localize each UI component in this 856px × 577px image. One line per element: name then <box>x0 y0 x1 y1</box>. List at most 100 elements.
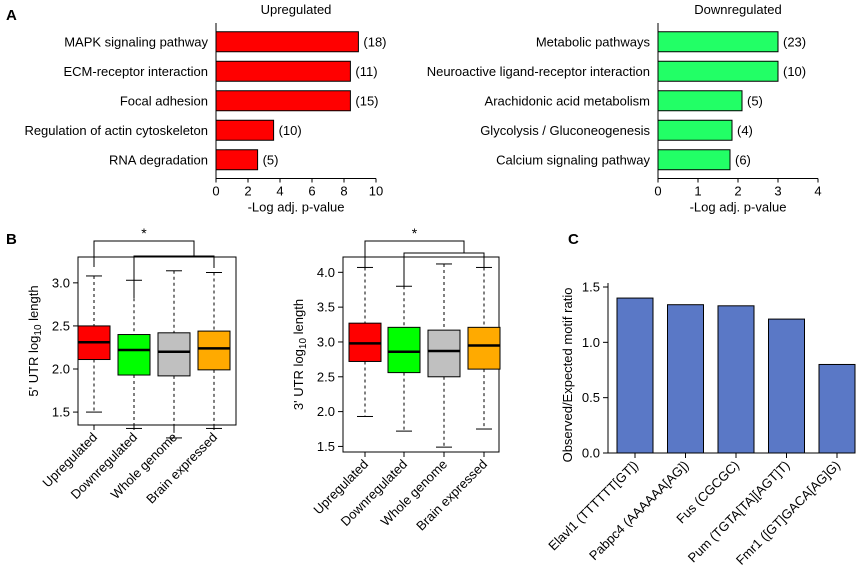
significance-bracket-top <box>364 240 465 267</box>
bar <box>657 90 743 112</box>
significance-marker: * <box>141 225 147 241</box>
y-tick-label: 0.5 <box>582 390 600 405</box>
count-label: (4) <box>737 123 753 138</box>
y-tick-label: 3.0 <box>52 275 70 290</box>
bar <box>215 60 351 82</box>
y-axis-label-suffix: length <box>26 285 41 324</box>
category-label: RNA degradation <box>109 152 208 167</box>
significance-bracket-bottom <box>403 252 485 286</box>
count-label: (6) <box>735 152 751 167</box>
box <box>157 332 191 377</box>
x-tick-label: 2 <box>734 184 741 199</box>
y-axis-label: 5' UTR log10 length <box>26 285 44 396</box>
bar <box>657 60 779 82</box>
chart-title: Upregulated <box>261 2 332 17</box>
box <box>197 330 231 371</box>
bar <box>215 149 259 171</box>
y-axis-label-suffix: length <box>291 299 306 338</box>
y-axis-label: 3' UTR log10 length <box>291 299 309 410</box>
y-tick-label: 1.5 <box>317 439 335 454</box>
x-axis-label: -Log adj. p-value <box>248 200 345 215</box>
bar <box>717 305 755 454</box>
count-label: (23) <box>783 34 806 49</box>
count-label: (15) <box>355 93 378 108</box>
box <box>427 329 461 378</box>
bar <box>657 119 733 141</box>
bar <box>768 318 805 454</box>
box <box>117 334 151 376</box>
x-tick-label: 3 <box>774 184 781 199</box>
bar <box>215 31 359 53</box>
category-label: ECM-receptor interaction <box>64 64 209 79</box>
y-tick-label: 1.5 <box>52 405 70 420</box>
y-tick-label: 2.5 <box>317 369 335 384</box>
x-tick-label: Pum (TGTA[TA][AGT]T) <box>685 458 793 566</box>
significance-bracket-top <box>93 240 195 267</box>
count-label: (10) <box>279 123 302 138</box>
x-tick-label: 6 <box>308 184 315 199</box>
x-tick-label: 4 <box>276 184 283 199</box>
panel-label-c: C <box>568 231 579 248</box>
x-tick-label: 0 <box>212 184 219 199</box>
y-tick-label: 2.5 <box>52 318 70 333</box>
y-tick-label: 3.5 <box>317 300 335 315</box>
box <box>387 326 421 374</box>
y-tick-label: 3.0 <box>317 334 335 349</box>
x-tick-label: Pabpc4 (AAAAAA[AG]) <box>586 458 692 564</box>
significance-marker: * <box>412 225 418 241</box>
category-label: Arachidonic acid metabolism <box>485 93 650 108</box>
panel-label-a: A <box>6 7 17 24</box>
y-axis-label-prefix: 5' UTR log <box>26 336 41 397</box>
x-tick-label: 8 <box>340 184 347 199</box>
chart-title: Downregulated <box>694 2 781 17</box>
bar <box>215 119 275 141</box>
bar <box>818 363 856 454</box>
x-tick-label: Elavl1 (TTTTTT[GT]) <box>545 458 641 554</box>
bar <box>215 90 351 112</box>
y-tick-label: 0.0 <box>582 446 600 461</box>
count-label: (11) <box>355 64 377 79</box>
y-tick-label: 2.0 <box>52 362 70 377</box>
x-axis-label: -Log adj. p-value <box>690 200 787 215</box>
upregulated-bar-chart: Upregulated MAPK signaling pathway (18) ECM… <box>24 2 386 215</box>
bar <box>667 304 704 454</box>
y-axis-label-subscript: 10 <box>33 324 44 336</box>
utr3-boxplot: 1.52.02.53.03.54.03' UTR log10 lengthUpr… <box>291 225 501 534</box>
x-tick-label: 4 <box>814 184 821 199</box>
count-label: (18) <box>363 34 386 49</box>
y-tick-label: 4.0 <box>317 265 335 280</box>
category-label: Neuroactive ligand-receptor interaction <box>427 64 650 79</box>
x-tick-label: 2 <box>244 184 251 199</box>
count-label: (5) <box>263 152 279 167</box>
box <box>467 326 501 370</box>
count-label: (5) <box>747 93 763 108</box>
panel-label-b: B <box>6 231 17 248</box>
x-tick-label: 0 <box>654 184 661 199</box>
bar <box>616 297 654 454</box>
category-label: Calcium signaling pathway <box>496 152 650 167</box>
x-tick-label: 1 <box>694 184 701 199</box>
y-tick-label: 1.5 <box>582 280 600 295</box>
count-label: (10) <box>783 64 806 79</box>
category-label: MAPK signaling pathway <box>64 34 208 49</box>
downregulated-bar-chart: Downregulated Metabolic pathways (23) Neuro… <box>427 2 822 215</box>
y-tick-label: 1.0 <box>582 335 600 350</box>
x-tick-label: Brain expressed <box>413 457 490 534</box>
category-label: Focal adhesion <box>120 93 208 108</box>
bar <box>657 31 779 53</box>
x-tick-label: 10 <box>369 184 383 199</box>
category-label: Metabolic pathways <box>536 34 651 49</box>
category-label: Glycolysis / Gluconeogenesis <box>480 123 650 138</box>
y-axis-label: Observed/Expected motif ratio <box>560 288 575 463</box>
y-axis-label-prefix: 3' UTR log <box>291 349 306 410</box>
bar <box>657 149 731 171</box>
significance-bracket-bottom <box>133 255 215 298</box>
x-tick-label: Fmr1 ([GT]GACA[AG]G) <box>733 458 843 568</box>
y-axis-label-subscript: 10 <box>298 338 309 350</box>
motif-ratio-bar-chart: 0.0 0.5 1.0 1.5 Observed/Expected motif rati… <box>545 280 856 568</box>
y-tick-label: 2.0 <box>317 404 335 419</box>
utr5-boxplot: 1.52.02.53.05' UTR log10 lengthUpregulat… <box>26 225 237 507</box>
x-tick-label: Brain expressed <box>143 430 220 507</box>
